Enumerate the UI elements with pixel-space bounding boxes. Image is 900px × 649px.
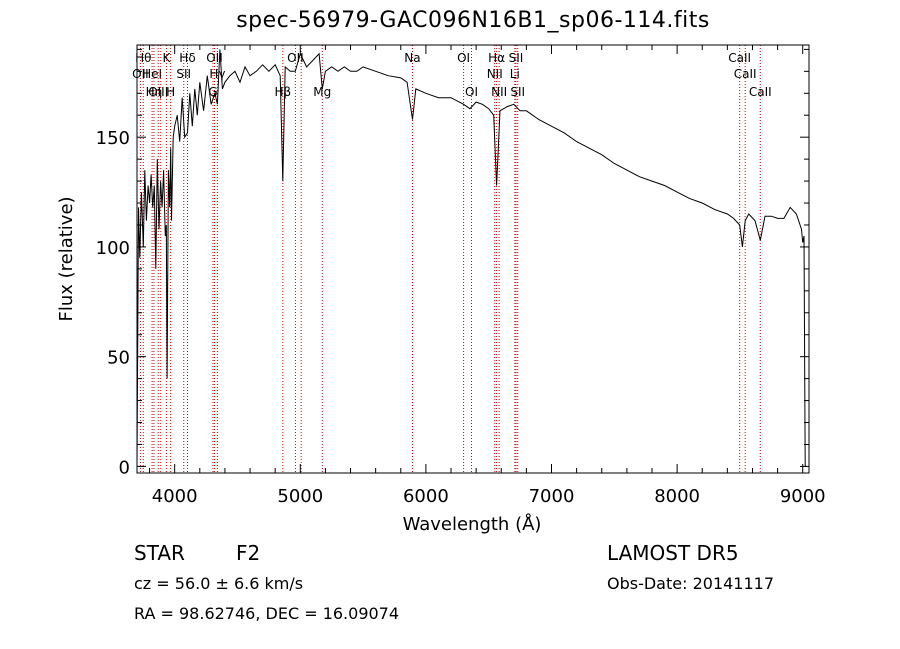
chart-title: spec-56979-GAC096N16B1_sp06-114.fits bbox=[236, 8, 710, 33]
marker-label-25: SII bbox=[510, 85, 525, 99]
marker-label-6: OI bbox=[457, 51, 470, 65]
y-tick-label-3: 150 bbox=[96, 128, 130, 149]
marker-label-0: Hθ bbox=[135, 51, 151, 65]
marker-label-12: SII bbox=[176, 67, 191, 81]
marker-label-19: H bbox=[166, 85, 175, 99]
marker-label-15: Li bbox=[510, 67, 520, 81]
marker-label-18: Hη bbox=[146, 85, 163, 99]
spectrum-line bbox=[136, 49, 807, 467]
marker-label-9: CaII bbox=[728, 51, 751, 65]
plot-frame bbox=[136, 44, 810, 474]
spectral-line-markers bbox=[139, 45, 761, 473]
marker-label-1: K bbox=[162, 51, 171, 65]
marker-label-17: OIII bbox=[148, 85, 168, 99]
x-tick-label-1: 5000 bbox=[277, 486, 323, 507]
marker-label-7: Hα bbox=[488, 51, 505, 65]
x-tick-label-2: 6000 bbox=[403, 486, 449, 507]
marker-label-26: CaII bbox=[749, 85, 772, 99]
marker-label-5: Na bbox=[404, 51, 420, 65]
y-axis-ticks bbox=[137, 48, 809, 467]
x-tick-label-3: 7000 bbox=[529, 486, 575, 507]
marker-label-22: Mg bbox=[313, 85, 331, 99]
marker-label-23: OI bbox=[465, 85, 478, 99]
y-axis-tick-labels: 0 50 100 150 bbox=[96, 128, 130, 478]
marker-label-21: Hβ bbox=[274, 85, 291, 99]
x-tick-label-0: 4000 bbox=[152, 486, 198, 507]
object-class: STAR bbox=[134, 541, 185, 565]
x-axis-label: Wavelength (Å) bbox=[403, 513, 542, 535]
x-tick-label-4: 8000 bbox=[654, 486, 700, 507]
marker-label-3: OII bbox=[206, 51, 223, 65]
obs-date: Obs-Date: 20141117 bbox=[607, 574, 775, 593]
marker-label-24: NII bbox=[491, 85, 507, 99]
marker-label-14: NII bbox=[487, 67, 503, 81]
marker-label-10: OII bbox=[132, 67, 149, 81]
x-axis-ticks bbox=[149, 45, 804, 473]
marker-label-11: HeI bbox=[142, 67, 162, 81]
marker-label-16: CaII bbox=[734, 67, 757, 81]
marker-label-13: Hγ bbox=[209, 67, 225, 81]
coordinates: RA = 98.62746, DEC = 16.09074 bbox=[134, 604, 400, 623]
y-axis-label: Flux (relative) bbox=[56, 196, 77, 321]
marker-label-8: SII bbox=[509, 51, 524, 65]
y-tick-label-1: 50 bbox=[107, 348, 130, 369]
marker-label-4: OII bbox=[287, 51, 304, 65]
marker-label-20: G bbox=[208, 85, 217, 99]
redshift-readout: cz = 56.0 ± 6.6 km/s bbox=[134, 574, 304, 593]
y-tick-label-2: 100 bbox=[96, 238, 130, 259]
survey-label: LAMOST DR5 bbox=[607, 541, 739, 565]
x-tick-label-5: 9000 bbox=[780, 486, 826, 507]
object-subclass: F2 bbox=[236, 541, 261, 565]
marker-label-2: Hδ bbox=[179, 51, 195, 65]
y-tick-label-0: 0 bbox=[119, 457, 130, 478]
x-axis-tick-labels: 4000 5000 6000 7000 8000 9000 bbox=[152, 486, 826, 507]
